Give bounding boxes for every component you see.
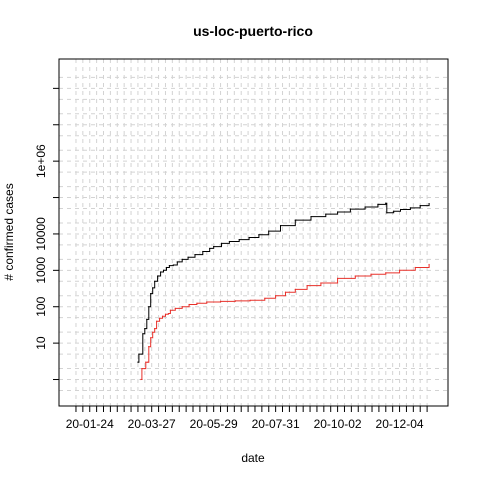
data-point	[385, 203, 386, 204]
data-point	[137, 362, 138, 363]
data-point	[141, 368, 142, 369]
data-point	[170, 310, 171, 311]
data-point	[295, 289, 296, 290]
data-point	[268, 230, 269, 231]
data-point	[206, 301, 207, 302]
data-point	[249, 300, 250, 301]
data-point	[148, 346, 149, 347]
data-point	[156, 321, 157, 322]
data-point	[196, 303, 197, 304]
y-axis-label: # confirmed cases	[2, 183, 16, 280]
data-point	[400, 209, 401, 210]
data-point	[264, 298, 265, 299]
data-point	[209, 248, 210, 249]
data-point	[146, 319, 147, 320]
data-point	[202, 251, 203, 252]
data-point	[154, 281, 155, 282]
data-point	[150, 293, 151, 294]
data-point	[138, 353, 139, 354]
data-point	[142, 333, 143, 334]
data-point	[355, 275, 356, 276]
data-point	[187, 257, 188, 258]
data-point	[248, 237, 249, 238]
data-point	[370, 274, 371, 275]
x-tick-label: 20-03-27	[128, 417, 176, 431]
data-point	[285, 292, 286, 293]
data-point	[399, 270, 400, 271]
data-point	[310, 216, 311, 217]
x-axis-label: date	[241, 451, 265, 465]
data-point	[162, 316, 163, 317]
data-point	[337, 278, 338, 279]
data-point	[159, 318, 160, 319]
data-point	[160, 271, 161, 272]
data-point	[175, 308, 176, 309]
data-point	[280, 225, 281, 226]
data-point	[150, 337, 151, 338]
y-tick-label: 10	[34, 336, 48, 350]
data-point	[182, 306, 183, 307]
data-point	[337, 211, 338, 212]
data-point	[144, 368, 145, 369]
data-point	[229, 241, 230, 242]
y-axis: 10 100 1000 10000 1e+06	[34, 88, 59, 379]
x-tick-label: 20-07-31	[252, 417, 300, 431]
data-point	[415, 267, 416, 268]
grid	[59, 59, 448, 406]
x-tick-label: 20-12-04	[376, 417, 424, 431]
data-point	[428, 264, 429, 265]
x-axis: 20-01-24 20-03-27 20-05-29 20-07-31 20-10-02…	[66, 406, 432, 431]
data-point	[145, 362, 146, 363]
data-point	[320, 282, 321, 283]
data-point	[221, 243, 222, 244]
y-tick-label: 10000	[34, 217, 48, 251]
data-point	[144, 328, 145, 329]
data-point	[258, 234, 259, 235]
data-point	[235, 300, 236, 301]
data-point	[365, 206, 366, 207]
x-tick-label: 20-05-29	[190, 417, 238, 431]
y-tick-label: 100	[34, 296, 48, 316]
data-point	[182, 259, 183, 260]
data-point	[239, 239, 240, 240]
data-point	[152, 287, 153, 288]
y-tick-label: 1e+06	[34, 144, 48, 178]
data-point	[325, 214, 326, 215]
data-point	[275, 295, 276, 296]
data-point	[420, 205, 421, 206]
chart-title: us-loc-puerto-rico	[193, 23, 313, 39]
data-point	[410, 207, 411, 208]
data-point	[154, 328, 155, 329]
data-point	[141, 353, 142, 354]
data-point	[307, 285, 308, 286]
data-point	[386, 212, 387, 213]
data-point	[428, 203, 429, 204]
data-point	[393, 211, 394, 212]
data-point	[213, 246, 214, 247]
data-point	[350, 209, 351, 210]
data-point	[148, 306, 149, 307]
data-point	[177, 261, 178, 262]
data-point	[385, 272, 386, 273]
data-point	[152, 332, 153, 333]
y-tick-label: 1000	[34, 257, 48, 284]
data-point	[166, 267, 167, 268]
data-point	[163, 270, 164, 271]
data-point	[147, 362, 148, 363]
data-point	[169, 265, 170, 266]
data-point	[140, 379, 141, 380]
data-point	[220, 301, 221, 302]
data-point	[165, 314, 166, 315]
x-tick-label: 20-01-24	[66, 417, 114, 431]
x-tick-label: 20-10-02	[314, 417, 362, 431]
data-point	[168, 313, 169, 314]
data-point	[188, 304, 189, 305]
data-point	[377, 204, 378, 205]
data-point	[173, 264, 174, 265]
data-point	[157, 275, 158, 276]
data-point	[295, 220, 296, 221]
data-point	[194, 254, 195, 255]
